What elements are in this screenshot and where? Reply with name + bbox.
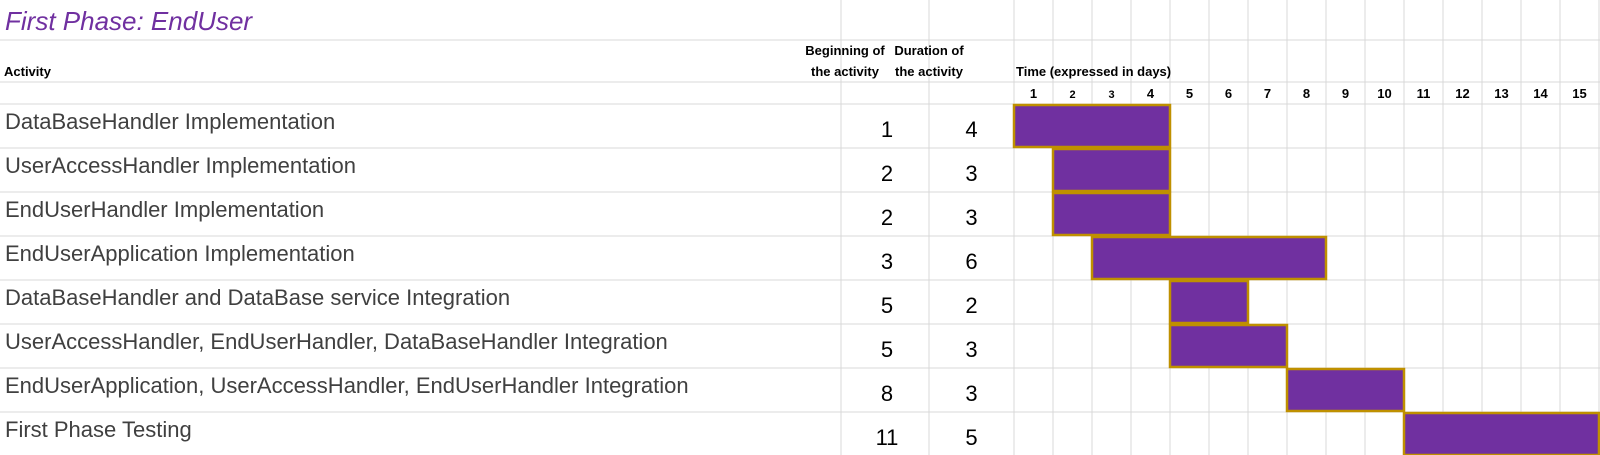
activity-name: EndUserApplication Implementation xyxy=(5,241,355,266)
duration-value: 5 xyxy=(965,425,977,450)
beginning-value: 5 xyxy=(881,293,893,318)
activity-header: Activity xyxy=(4,64,52,79)
gantt-bar xyxy=(1090,235,1328,281)
activity-name: EndUserApplication, UserAccessHandler, E… xyxy=(5,373,689,398)
beginning-value: 5 xyxy=(881,337,893,362)
duration-value: 2 xyxy=(965,293,977,318)
gantt-bars xyxy=(1012,103,1600,455)
activity-name: EndUserHandler Implementation xyxy=(5,197,324,222)
gantt-bar xyxy=(1012,103,1172,149)
beginning-value: 2 xyxy=(881,161,893,186)
day-label: 1 xyxy=(1030,86,1037,101)
day-label: 5 xyxy=(1186,86,1193,101)
activity-name: DataBaseHandler and DataBase service Int… xyxy=(5,285,510,310)
gantt-bar xyxy=(1168,323,1289,369)
duration-value: 3 xyxy=(965,161,977,186)
gantt-bar xyxy=(1402,411,1600,455)
day-label: 3 xyxy=(1108,89,1114,101)
day-axis: 1 2 3 4 5 6 7 8 9 10 11 12 13 14 15 xyxy=(1030,86,1587,101)
activity-name: First Phase Testing xyxy=(5,417,192,442)
day-label: 15 xyxy=(1572,86,1586,101)
gantt-bar xyxy=(1168,279,1250,325)
task-rows: DataBaseHandler Implementation 1 4 UserAcce… xyxy=(5,109,978,450)
day-label: 13 xyxy=(1494,86,1508,101)
duration-value: 3 xyxy=(965,337,977,362)
day-label: 12 xyxy=(1455,86,1469,101)
beginning-value: 1 xyxy=(881,117,893,142)
beginning-header-line1: Beginning of xyxy=(805,43,885,58)
duration-value: 3 xyxy=(965,381,977,406)
beginning-value: 11 xyxy=(876,425,899,450)
gantt-bar xyxy=(1051,147,1172,193)
beginning-value: 3 xyxy=(881,249,893,274)
duration-header-line1: Duration of xyxy=(894,43,964,58)
day-label: 2 xyxy=(1069,89,1075,101)
day-label: 9 xyxy=(1342,86,1349,101)
day-label: 4 xyxy=(1147,86,1155,101)
day-label: 14 xyxy=(1533,86,1548,101)
duration-value: 3 xyxy=(965,205,977,230)
activity-name: UserAccessHandler Implementation xyxy=(5,153,356,178)
day-label: 7 xyxy=(1264,86,1271,101)
day-label: 10 xyxy=(1377,86,1391,101)
activity-name: UserAccessHandler, EndUserHandler, DataB… xyxy=(5,329,668,354)
duration-header-line2: the activity xyxy=(895,64,964,79)
time-header: Time (expressed in days) xyxy=(1016,64,1171,79)
duration-value: 4 xyxy=(965,117,977,142)
beginning-value: 2 xyxy=(881,205,893,230)
day-label: 11 xyxy=(1417,86,1431,101)
duration-value: 6 xyxy=(965,249,977,274)
gantt-bar xyxy=(1285,367,1406,413)
beginning-header-line2: the activity xyxy=(811,64,880,79)
gantt-bar xyxy=(1051,191,1172,237)
beginning-value: 8 xyxy=(881,381,893,406)
chart-title: First Phase: EndUser xyxy=(5,6,253,36)
day-label: 8 xyxy=(1303,86,1310,101)
activity-name: DataBaseHandler Implementation xyxy=(5,109,335,134)
day-label: 6 xyxy=(1225,86,1232,101)
